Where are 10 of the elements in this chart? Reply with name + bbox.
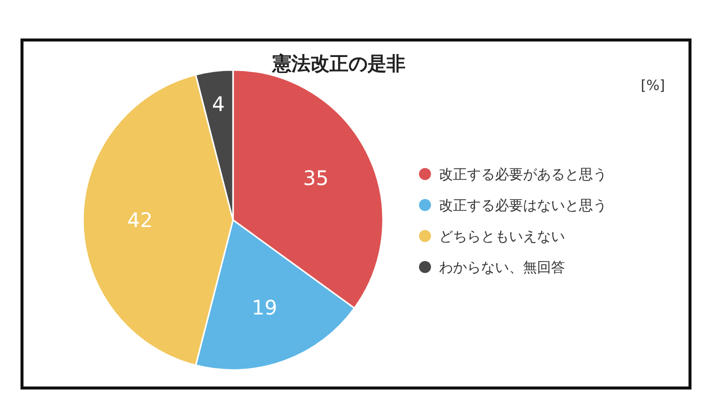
chart-title: 憲法改正の是非 — [272, 53, 406, 75]
text: [%] — [640, 78, 665, 94]
legend-label: わからない、無回答 — [439, 260, 565, 276]
legend-label: どちらともいえない — [439, 229, 565, 245]
legend-label: 改正する必要があると思う — [439, 167, 607, 183]
data-label: 4 — [212, 92, 225, 116]
data-label: 42 — [127, 208, 153, 232]
data-label: 35 — [303, 166, 329, 190]
legend-label: 改正する必要はないと思う — [439, 198, 607, 214]
data-label: 19 — [252, 296, 278, 320]
